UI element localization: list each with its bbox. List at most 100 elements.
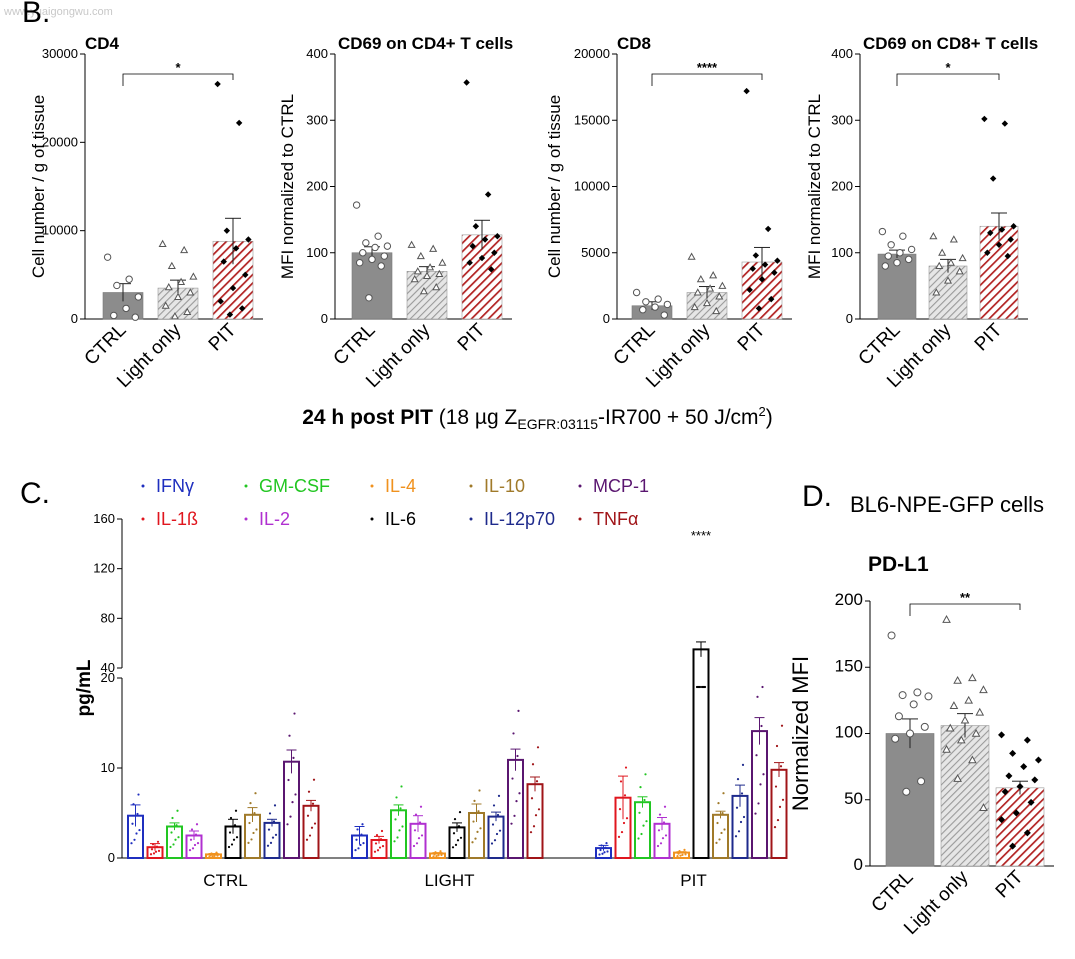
cytokine-point <box>266 844 270 847</box>
cd4-point <box>220 258 227 265</box>
cytokine-point <box>273 804 277 807</box>
cytokine-point <box>664 834 668 837</box>
cd69-on-cd4-t-cells-point <box>383 242 392 250</box>
cd69-on-cd4-t-cells-y-tick-label: 400 <box>306 46 328 61</box>
cd69-on-cd8-t-cells-point <box>887 241 895 249</box>
cytokine-point <box>355 838 358 841</box>
cd8-point <box>687 252 696 260</box>
pd-l1-point <box>1012 809 1020 817</box>
cytokine-point <box>679 854 682 857</box>
cytokine-point <box>620 830 624 834</box>
cd69-on-cd4-t-cells-point <box>377 262 385 270</box>
cytokine-point <box>740 792 744 795</box>
cytokine-point <box>378 846 382 849</box>
cytokine-point <box>395 796 398 799</box>
cd4-y-tick-label: 20000 <box>42 134 78 149</box>
cd69-on-cd4-t-cells-point <box>466 259 473 266</box>
cytokine-bar <box>166 825 183 859</box>
pd-l1-point <box>975 707 985 716</box>
cytokine-point <box>247 841 250 844</box>
cytokine-point <box>375 834 379 837</box>
cytokine-y-tick-label: 160 <box>93 511 115 526</box>
cd69-on-cd4-t-cells-point <box>438 258 447 266</box>
cd8-sig-label: **** <box>697 60 718 75</box>
cytokine-point <box>434 851 437 854</box>
cytokine-bar <box>390 809 407 859</box>
cd4-point <box>122 304 130 313</box>
cd69-on-cd4-t-cells-point <box>463 79 470 86</box>
cytokine-point <box>152 852 156 855</box>
cytokine-point <box>415 842 419 845</box>
pd-l1-bar-2 <box>995 787 1045 867</box>
cytokine-point <box>413 829 417 832</box>
cd8-point <box>752 252 760 259</box>
cytokine-bar <box>487 815 505 859</box>
cd4-point <box>177 277 186 285</box>
pd-l1-point <box>956 735 966 744</box>
cd69-on-cd8-t-cells-title: CD69 on CD8+ T cells <box>863 34 1038 53</box>
pd-l1-sig-bracket <box>909 603 1021 616</box>
cytokine-point <box>211 855 214 858</box>
cd69-on-cd8-t-cells-point <box>878 227 887 236</box>
cytokine-point <box>472 820 475 823</box>
cytokine-point <box>269 841 273 845</box>
cytokine-bar <box>692 648 710 859</box>
cd69-on-cd4-t-cells-x-label-2: PIT <box>454 319 490 355</box>
pd-l1-y-tick-label: 0 <box>854 855 863 874</box>
cd8-y-tick-label: 15000 <box>574 112 610 127</box>
cytokine-y-tick-label: 0 <box>108 850 115 865</box>
caption-mid: -IR700 + 50 J/cm <box>598 406 759 429</box>
cd4-point <box>103 253 112 261</box>
cd69-on-cd4-t-cells-point <box>422 271 432 279</box>
cytokine-point <box>722 792 725 795</box>
cytokine-point <box>254 792 257 795</box>
cytokine-point <box>292 756 295 759</box>
cytokine-point <box>718 838 721 841</box>
cytokine-point <box>215 851 218 854</box>
pd-l1-title: PD-L1 <box>868 553 929 576</box>
cytokine-point <box>776 818 780 822</box>
cytokine-point <box>268 812 272 815</box>
cytokine-point <box>605 842 608 845</box>
pd-l1-point <box>906 729 914 738</box>
cd8-point <box>690 302 699 311</box>
legend-marker <box>469 517 473 521</box>
cytokine-point <box>151 843 155 846</box>
pd-l1-point <box>942 744 951 753</box>
cytokine-y-tick-label: 40 <box>101 660 115 675</box>
cytokine-point <box>516 754 519 758</box>
cd4-point <box>161 301 170 309</box>
pd-l1-point <box>913 688 922 697</box>
cytokine-point <box>157 849 161 852</box>
cd4-point <box>183 307 192 315</box>
cytokine-point <box>418 821 422 824</box>
cytokine-point <box>374 842 378 845</box>
cytokine-point <box>663 805 667 808</box>
cytokine-point <box>637 837 640 840</box>
pd-l1-point <box>998 731 1006 739</box>
cytokine-point <box>437 854 440 857</box>
cd69-on-cd4-t-cells-point <box>484 191 492 198</box>
cytokine-point <box>362 842 365 845</box>
cytokine-point <box>779 765 783 768</box>
cd69-on-cd4-t-cells-y-tick-label: 300 <box>306 112 328 127</box>
pd-l1-point <box>979 803 988 811</box>
cd4-point <box>223 227 231 234</box>
caption-post: ) <box>765 406 773 429</box>
cd4-point <box>110 311 118 320</box>
cytokine-point <box>380 829 384 833</box>
cytokine-point <box>381 845 385 848</box>
cytokine-point <box>196 842 200 845</box>
cytokine-point <box>716 821 719 825</box>
cytokine-y-tick-label: 20 <box>101 670 115 685</box>
cytokine-point <box>456 839 460 842</box>
cd4-y-tick-label: 10000 <box>42 223 78 238</box>
cd4-point <box>217 298 224 305</box>
cytokine-sig-label: **** <box>691 528 711 543</box>
cytokine-point <box>233 824 237 827</box>
cd69-on-cd8-t-cells-point <box>904 255 913 264</box>
cytokine-point <box>439 850 442 853</box>
cytokine-point <box>288 734 291 737</box>
cd8-point <box>663 300 672 309</box>
cytokine-point <box>642 824 645 827</box>
